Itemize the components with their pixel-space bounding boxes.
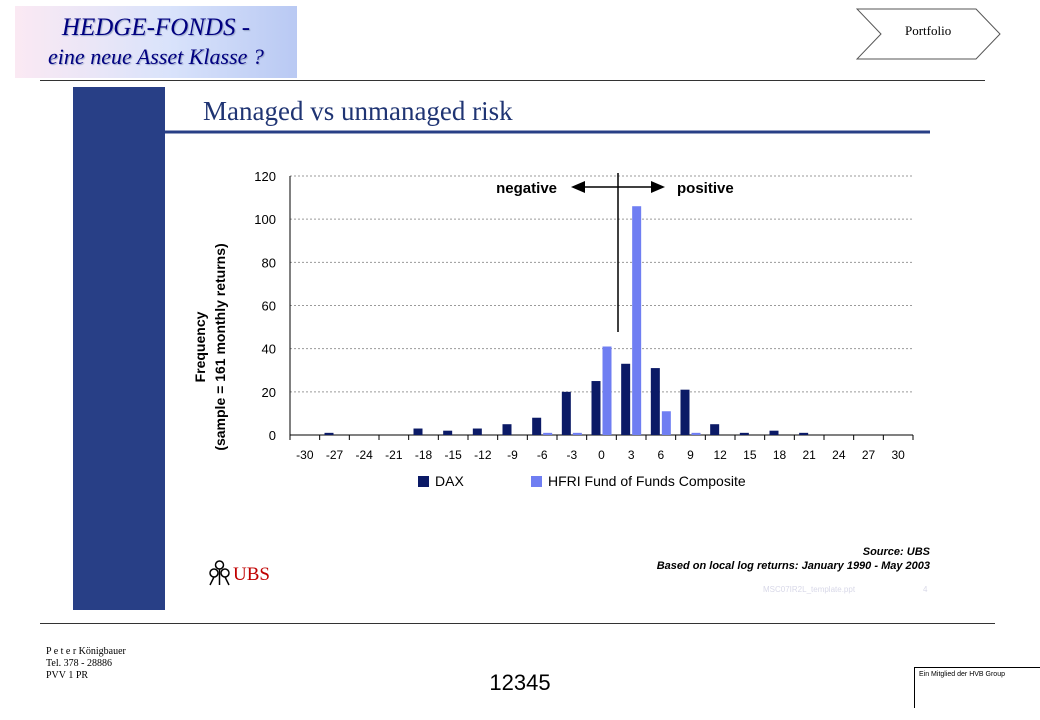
x-tick-label: 24 xyxy=(832,448,846,462)
x-tick-label: 30 xyxy=(891,448,905,462)
ubs-keys-logo-icon xyxy=(209,560,230,586)
slide: Managed vs unmanaged risk 0 20 40 60 80 100 12… xyxy=(73,87,935,610)
x-tick-label: 0 xyxy=(598,448,605,462)
brand-text: Ein Mitglied der HVB Group xyxy=(919,671,1005,678)
template-note: MSC07IR2L_template.ppt xyxy=(763,585,856,594)
bar-dax xyxy=(710,424,720,435)
footer-dept: PVV 1 PR xyxy=(46,670,89,681)
x-tick-label: -6 xyxy=(537,448,548,462)
slide-sidebar xyxy=(73,87,165,610)
arrow-right-head xyxy=(651,181,665,193)
bar-hfri xyxy=(602,346,612,435)
bar-dax xyxy=(472,428,482,435)
legend-swatch-hfri xyxy=(531,476,542,487)
x-tick-label: -15 xyxy=(444,448,462,462)
x-tick-label: 27 xyxy=(862,448,876,462)
legend-swatch-dax xyxy=(418,476,429,487)
y-axis-title-line1: Frequency xyxy=(192,311,208,382)
legend-label-dax: DAX xyxy=(435,473,464,489)
legend-label-hfri: HFRI Fund of Funds Composite xyxy=(548,473,746,489)
x-tick-label: -21 xyxy=(385,448,403,462)
x-tick-label: -18 xyxy=(415,448,433,462)
x-tick-label: 21 xyxy=(802,448,816,462)
y-tick-label: 80 xyxy=(262,255,276,270)
bar-hfri xyxy=(632,206,642,435)
bar-hfri xyxy=(661,411,671,435)
bar-hfri xyxy=(543,432,553,435)
y-tick-label: 100 xyxy=(254,212,276,227)
page-number: 12345 xyxy=(489,670,551,695)
x-tick-label: -3 xyxy=(566,448,577,462)
bar-dax xyxy=(621,363,631,435)
header-divider xyxy=(40,80,985,81)
x-tick-label: 18 xyxy=(773,448,787,462)
arrow-negative-label: negative xyxy=(496,180,557,197)
x-tick-label: 9 xyxy=(687,448,694,462)
corner-mark: 4 xyxy=(923,585,928,594)
source-line1: Source: UBS xyxy=(863,546,931,558)
arrow-positive-label: positive xyxy=(677,180,734,197)
bar-dax xyxy=(413,428,423,435)
bar-dax xyxy=(680,389,690,435)
ubs-logo-text: UBS xyxy=(233,564,270,585)
footer-tel: Tel. 378 - 28886 xyxy=(46,658,112,669)
bar-dax xyxy=(561,391,571,435)
bar-dax xyxy=(532,417,542,435)
y-tick-label: 40 xyxy=(262,342,276,357)
arrow-left-head xyxy=(571,181,585,193)
slide-heading: Managed vs unmanaged risk xyxy=(203,96,513,126)
bar-hfri xyxy=(572,432,582,435)
presentation-title-line1: HEDGE-FONDS - xyxy=(61,14,251,41)
bar-dax xyxy=(443,430,453,435)
portfolio-nav-arrow[interactable] xyxy=(856,8,1002,60)
y-tick-label: 120 xyxy=(254,169,276,184)
bar-dax xyxy=(739,432,749,435)
bar-dax xyxy=(799,432,809,435)
y-tick-label: 20 xyxy=(262,385,276,400)
presentation-title-line2: eine neue Asset Klasse ? xyxy=(48,44,264,69)
x-tick-label: 12 xyxy=(713,448,727,462)
x-tick-label: 15 xyxy=(743,448,757,462)
bar-dax xyxy=(502,424,512,435)
bar-dax xyxy=(591,381,601,435)
bar-hfri xyxy=(691,432,701,435)
x-tick-label: -9 xyxy=(507,448,518,462)
x-tick-label: -27 xyxy=(326,448,344,462)
y-tick-label: 0 xyxy=(269,428,276,443)
x-tick-label: -12 xyxy=(474,448,492,462)
brand-box: Ein Mitglied der HVB Group xyxy=(914,667,1040,708)
bar-dax xyxy=(769,430,779,435)
x-tick-label: 3 xyxy=(628,448,635,462)
y-tick-label: 60 xyxy=(262,299,276,314)
x-tick-label: -24 xyxy=(355,448,373,462)
portfolio-nav-label[interactable]: Portfolio xyxy=(905,23,952,38)
bar-dax xyxy=(650,368,660,435)
footer-name: P e t e r Königbauer xyxy=(46,646,126,657)
chart: Managed vs unmanaged risk 02040608010012… xyxy=(165,96,931,594)
y-axis-title-line2: (sample = 161 monthly returns) xyxy=(212,243,228,450)
source-line2: Based on local log returns: January 1990… xyxy=(657,560,930,572)
presentation-title-box: HEDGE-FONDS - eine neue Asset Klasse ? xyxy=(15,6,297,78)
x-tick-label: 6 xyxy=(657,448,664,462)
x-tick-label: -30 xyxy=(296,448,314,462)
footer-divider xyxy=(40,623,995,624)
bar-dax xyxy=(324,432,334,435)
